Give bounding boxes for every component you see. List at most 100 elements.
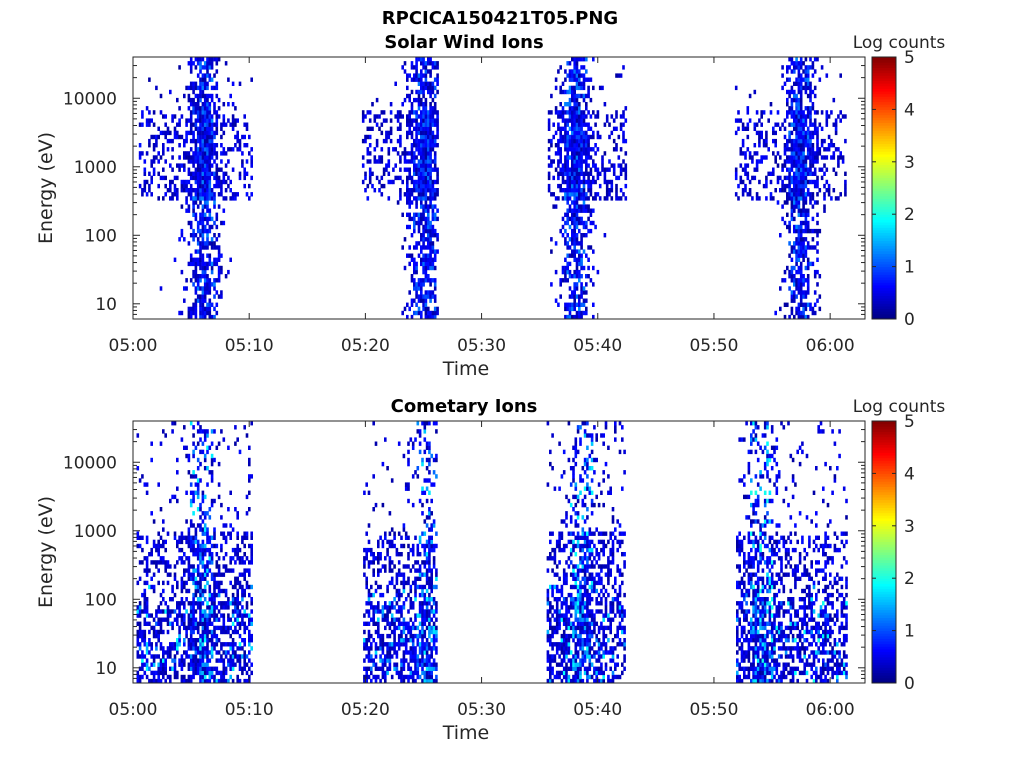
data-cell bbox=[587, 274, 590, 279]
data-cell bbox=[241, 646, 244, 651]
data-cell bbox=[605, 167, 609, 172]
data-cell bbox=[414, 633, 417, 639]
data-cell bbox=[415, 290, 418, 295]
colorbar-segment bbox=[872, 253, 896, 257]
data-cell bbox=[823, 171, 826, 176]
data-cell bbox=[622, 159, 625, 164]
data-cell bbox=[414, 625, 417, 631]
data-cell bbox=[557, 171, 560, 176]
data-cell bbox=[196, 278, 200, 283]
data-cell bbox=[580, 118, 583, 123]
data-cell bbox=[206, 605, 209, 610]
data-cell bbox=[587, 151, 590, 156]
data-cell bbox=[203, 511, 207, 516]
burst-1 bbox=[136, 421, 253, 684]
data-cell bbox=[183, 568, 186, 573]
data-cell bbox=[201, 122, 205, 127]
data-cell bbox=[199, 588, 202, 594]
data-cell bbox=[201, 163, 205, 168]
data-cell bbox=[566, 200, 569, 205]
data-cell bbox=[585, 310, 588, 316]
data-cell bbox=[222, 650, 226, 655]
data-cell bbox=[790, 69, 794, 74]
data-cell bbox=[741, 122, 745, 127]
data-cell bbox=[141, 110, 144, 115]
data-cell bbox=[431, 114, 435, 119]
data-cell bbox=[387, 163, 391, 168]
data-cell bbox=[568, 85, 572, 91]
data-cell bbox=[809, 163, 812, 168]
data-cell bbox=[157, 654, 160, 659]
data-cell bbox=[377, 621, 380, 626]
data-cell bbox=[799, 102, 803, 107]
data-cell bbox=[141, 674, 144, 680]
data-cell bbox=[804, 249, 808, 254]
data-cell bbox=[159, 535, 163, 540]
data-cell bbox=[608, 188, 611, 193]
data-cell bbox=[201, 257, 205, 262]
data-cell bbox=[164, 564, 167, 569]
data-cell bbox=[834, 196, 838, 201]
data-cell bbox=[424, 237, 428, 242]
data-cell bbox=[802, 143, 805, 148]
data-cell bbox=[189, 421, 193, 426]
data-cell bbox=[380, 159, 384, 164]
data-cell bbox=[210, 597, 214, 602]
plot-area bbox=[133, 57, 865, 319]
data-cell bbox=[573, 294, 576, 299]
data-cell bbox=[203, 65, 207, 70]
data-cell bbox=[196, 580, 200, 586]
data-cell bbox=[594, 167, 597, 172]
data-cell bbox=[236, 547, 239, 553]
data-cell bbox=[804, 245, 808, 250]
data-cell bbox=[431, 224, 435, 230]
data-cell bbox=[203, 597, 207, 602]
data-cell bbox=[194, 257, 198, 262]
colorbar-tick-label: 3 bbox=[904, 153, 915, 173]
data-cell bbox=[171, 429, 174, 434]
data-cell bbox=[213, 535, 216, 540]
data-cell bbox=[573, 77, 576, 82]
data-cell bbox=[580, 220, 583, 226]
data-cell bbox=[431, 89, 435, 95]
data-cell bbox=[417, 286, 421, 291]
data-cell bbox=[566, 245, 569, 250]
data-cell bbox=[208, 278, 212, 283]
data-cell bbox=[568, 134, 572, 140]
data-cell bbox=[406, 151, 409, 156]
data-cell bbox=[143, 568, 147, 573]
data-cell bbox=[429, 134, 432, 140]
data-cell bbox=[201, 601, 205, 606]
data-cell bbox=[241, 159, 244, 164]
data-cell bbox=[418, 613, 422, 618]
data-cell bbox=[804, 167, 808, 172]
data-cell bbox=[592, 85, 595, 91]
data-cell bbox=[799, 65, 803, 70]
data-cell bbox=[213, 241, 216, 246]
data-cell bbox=[378, 159, 381, 164]
data-cell bbox=[196, 638, 200, 643]
data-cell bbox=[387, 151, 391, 156]
data-cell bbox=[797, 196, 801, 201]
data-cell bbox=[786, 183, 789, 189]
data-cell bbox=[619, 147, 623, 152]
data-cell bbox=[790, 151, 794, 156]
data-cell bbox=[208, 151, 212, 156]
data-cell bbox=[436, 114, 439, 119]
data-cell bbox=[580, 57, 583, 62]
data-cell bbox=[571, 110, 574, 115]
data-cell bbox=[420, 314, 423, 320]
data-cell bbox=[377, 572, 380, 577]
data-cell bbox=[786, 138, 789, 144]
colorbar-segment bbox=[872, 169, 896, 173]
data-cell bbox=[788, 269, 791, 275]
data-cell bbox=[580, 155, 583, 160]
data-cell bbox=[403, 69, 407, 74]
data-cell bbox=[564, 147, 567, 152]
data-cell bbox=[213, 678, 216, 684]
data-cell bbox=[363, 646, 366, 651]
data-cell bbox=[178, 556, 181, 561]
data-cell bbox=[206, 81, 209, 86]
data-cell bbox=[418, 621, 422, 626]
data-cell bbox=[429, 204, 432, 209]
